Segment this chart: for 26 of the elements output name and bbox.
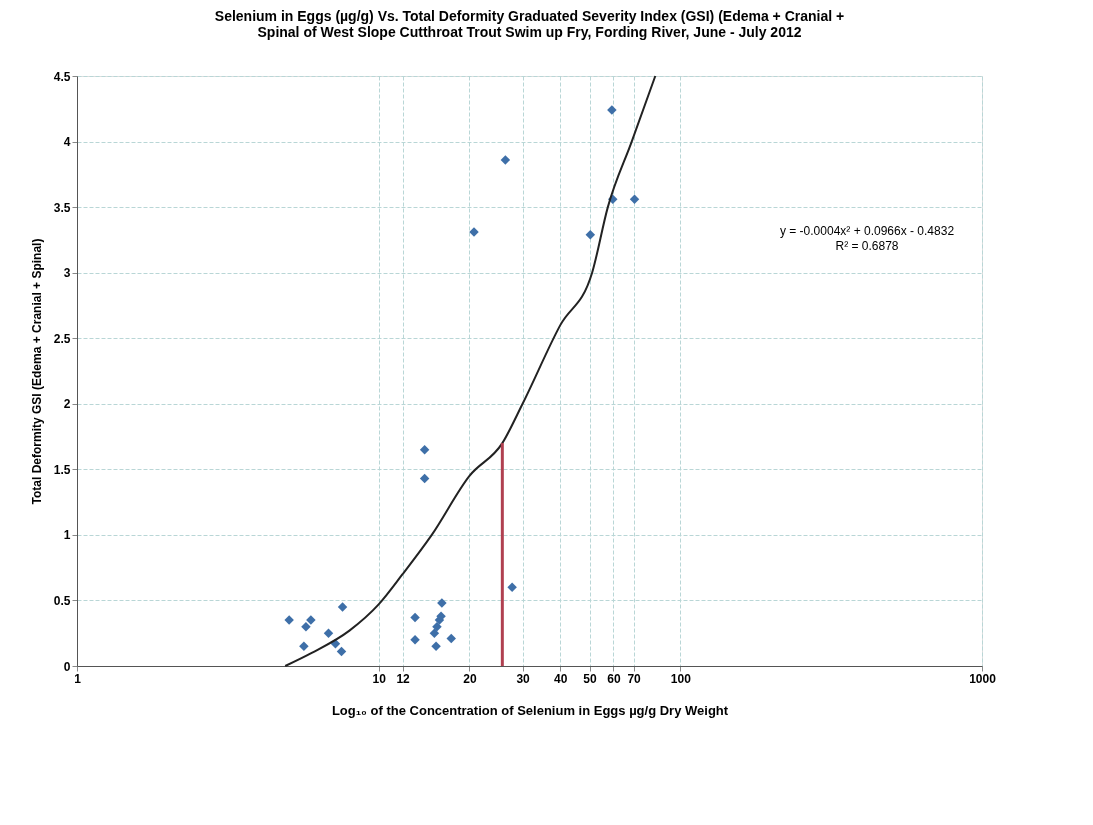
chart-title: Selenium in Eggs (µg/g) Vs. Total Deformity Graduated Severity Index (GSI) (Edema + Cranial + Spinal of West Slope Cutthroat Trout Swim up Fry, Fording River, June - July 2012 <box>214 8 845 40</box>
x-tick-label: 1000 <box>969 671 997 686</box>
x-tick-label: 40 <box>554 671 568 686</box>
annotation: R² = 0.6878 <box>835 239 899 253</box>
x-tick-label: 50 <box>583 671 598 686</box>
y-tick-label: 4 <box>63 135 71 150</box>
x-axis-title: Log₁₀ of the Concentration of Selenium in Eggs µg/g Dry Weight <box>331 702 729 718</box>
y-tick-label: 0.5 <box>53 593 71 608</box>
x-tick-label: 12 <box>396 671 411 686</box>
x-tick-label: 1 <box>74 671 82 686</box>
y-tick-label: 0 <box>63 659 71 674</box>
x-tick-label: 10 <box>372 671 387 686</box>
y-tick-label: 3 <box>63 266 71 281</box>
y-tick-label: 3.5 <box>53 200 71 215</box>
y-tick-label: 4.5 <box>53 69 71 84</box>
y-tick-label: 1.5 <box>53 462 71 477</box>
annotation: y = -0.0004x² + 0.0966x - 0.4832 <box>779 224 955 238</box>
y-tick-label: 2 <box>63 397 71 412</box>
y-tick-label: 2.5 <box>53 331 71 346</box>
y-axis-title: Total Deformity GSI (Edema + Cranial + Spinal) <box>29 238 44 505</box>
x-tick-label: 20 <box>463 671 477 686</box>
x-tick-label: 30 <box>516 671 531 686</box>
x-tick-label: 60 <box>607 671 621 686</box>
x-tick-label: 100 <box>670 671 692 686</box>
x-tick-label: 70 <box>627 671 642 686</box>
y-tick-label: 1 <box>63 528 71 543</box>
